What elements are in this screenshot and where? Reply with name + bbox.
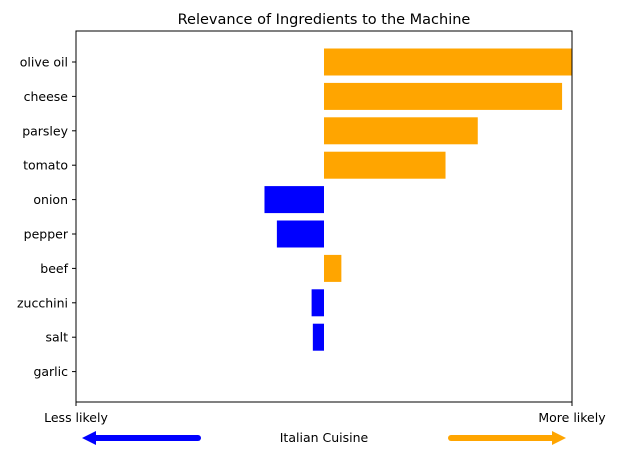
bar-pepper	[276, 220, 324, 248]
bar-salt	[312, 323, 324, 351]
chart-title: Relevance of Ingredients to the Machine	[178, 12, 471, 28]
plot-frame	[75, 30, 573, 403]
bar-parsley	[324, 117, 478, 145]
bars-group	[264, 48, 572, 351]
y-tick-label-pepper: pepper	[24, 227, 69, 242]
bar-zucchini	[311, 289, 324, 317]
bar-olive-oil	[324, 48, 572, 76]
y-tick-label-zucchini: zucchini	[17, 295, 68, 310]
y-tick-label-parsley: parsley	[22, 123, 68, 138]
bar-onion	[264, 186, 324, 214]
y-tick-label-garlic: garlic	[33, 364, 68, 379]
y-tick-label-onion: onion	[33, 192, 68, 207]
y-tick-label-beef: beef	[40, 261, 68, 276]
y-tick-label-salt: salt	[45, 330, 68, 345]
bar-beef	[324, 254, 342, 282]
bar-cheese	[324, 82, 563, 110]
x-tick-label-more-likely: More likely	[538, 410, 606, 425]
y-tick-label-olive-oil: olive oil	[20, 55, 68, 70]
y-tick-labels: olive oil cheese parsley tomato onion pepper b…	[17, 55, 76, 379]
right-arrow	[448, 431, 566, 445]
x-tick-label-less-likely: Less likely	[44, 410, 108, 425]
x-axis-label: Italian Cuisine	[280, 430, 369, 445]
left-arrow	[82, 431, 201, 445]
y-tick-label-tomato: tomato	[23, 158, 68, 173]
bar-tomato	[324, 151, 446, 179]
y-tick-label-cheese: cheese	[24, 89, 69, 104]
